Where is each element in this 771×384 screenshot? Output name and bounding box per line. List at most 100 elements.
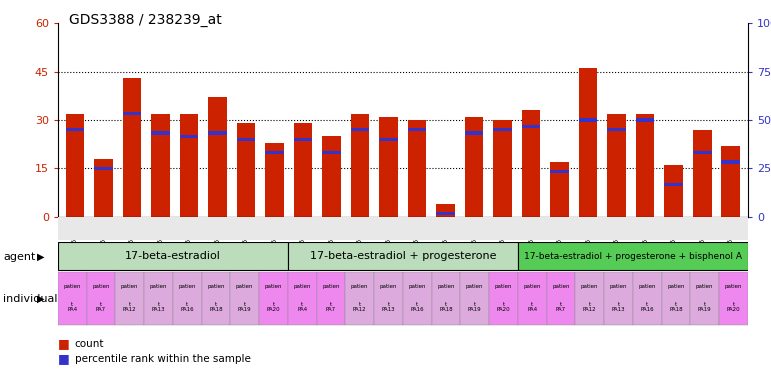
- Text: ▶: ▶: [37, 294, 45, 304]
- FancyBboxPatch shape: [575, 272, 604, 325]
- Bar: [693, 151, 712, 154]
- Bar: [379, 117, 398, 217]
- Bar: [151, 114, 170, 217]
- Bar: [265, 142, 284, 217]
- Text: ■: ■: [58, 353, 69, 366]
- Text: t
PA4: t PA4: [67, 302, 77, 312]
- Bar: [722, 146, 740, 217]
- Text: t
PA13: t PA13: [611, 302, 625, 312]
- Text: t
PA4: t PA4: [527, 302, 537, 312]
- Text: t
PA16: t PA16: [410, 302, 424, 312]
- Text: patien: patien: [380, 284, 397, 289]
- Text: patien: patien: [63, 284, 81, 289]
- Text: individual: individual: [3, 294, 58, 304]
- Text: percentile rank within the sample: percentile rank within the sample: [75, 354, 251, 364]
- FancyBboxPatch shape: [231, 272, 259, 325]
- FancyBboxPatch shape: [662, 272, 690, 325]
- Bar: [550, 170, 569, 173]
- Bar: [379, 138, 398, 141]
- FancyBboxPatch shape: [460, 272, 489, 325]
- Bar: [436, 212, 455, 215]
- Text: patien: patien: [581, 284, 598, 289]
- Text: patien: patien: [610, 284, 628, 289]
- FancyBboxPatch shape: [345, 272, 374, 325]
- FancyBboxPatch shape: [518, 272, 547, 325]
- Text: t
PA18: t PA18: [209, 302, 223, 312]
- Text: t
PA18: t PA18: [439, 302, 453, 312]
- Text: 17-beta-estradiol: 17-beta-estradiol: [125, 251, 221, 262]
- Bar: [123, 78, 141, 217]
- Text: t
PA4: t PA4: [297, 302, 308, 312]
- Bar: [208, 98, 227, 217]
- Text: t
PA7: t PA7: [326, 302, 336, 312]
- FancyBboxPatch shape: [259, 272, 288, 325]
- Text: patien: patien: [121, 284, 139, 289]
- Bar: [294, 123, 312, 217]
- Text: patien: patien: [552, 284, 570, 289]
- Bar: [294, 138, 312, 141]
- Bar: [265, 151, 284, 154]
- Bar: [465, 131, 483, 134]
- FancyBboxPatch shape: [432, 272, 460, 325]
- Text: t
PA19: t PA19: [468, 302, 482, 312]
- Text: patien: patien: [150, 284, 167, 289]
- FancyBboxPatch shape: [518, 243, 748, 270]
- Text: t
PA12: t PA12: [353, 302, 366, 312]
- Bar: [351, 114, 369, 217]
- Bar: [408, 120, 426, 217]
- Text: patien: patien: [351, 284, 369, 289]
- Bar: [180, 114, 198, 217]
- Bar: [123, 112, 141, 115]
- Text: patien: patien: [294, 284, 311, 289]
- FancyBboxPatch shape: [58, 243, 288, 270]
- Text: t
PA13: t PA13: [152, 302, 165, 312]
- FancyBboxPatch shape: [489, 272, 518, 325]
- Text: t
PA16: t PA16: [641, 302, 654, 312]
- Bar: [408, 128, 426, 131]
- Text: patien: patien: [638, 284, 656, 289]
- Bar: [94, 167, 113, 170]
- Text: patien: patien: [725, 284, 742, 289]
- Text: agent: agent: [3, 252, 35, 262]
- Bar: [665, 183, 683, 186]
- Bar: [66, 114, 84, 217]
- Text: GDS3388 / 238239_at: GDS3388 / 238239_at: [69, 13, 222, 27]
- FancyBboxPatch shape: [547, 272, 575, 325]
- Bar: [208, 131, 227, 134]
- Bar: [493, 120, 512, 217]
- Bar: [322, 136, 341, 217]
- Bar: [351, 128, 369, 131]
- Text: 17-beta-estradiol + progesterone: 17-beta-estradiol + progesterone: [310, 251, 496, 262]
- FancyBboxPatch shape: [690, 272, 719, 325]
- FancyBboxPatch shape: [58, 217, 748, 240]
- Text: count: count: [75, 339, 104, 349]
- Text: t
PA19: t PA19: [698, 302, 712, 312]
- Bar: [579, 118, 598, 122]
- Bar: [608, 128, 626, 131]
- Bar: [66, 128, 84, 131]
- Text: ▶: ▶: [37, 252, 45, 262]
- Text: t
PA12: t PA12: [583, 302, 597, 312]
- FancyBboxPatch shape: [116, 272, 144, 325]
- FancyBboxPatch shape: [402, 272, 432, 325]
- Text: t
PA13: t PA13: [382, 302, 396, 312]
- Text: t
PA20: t PA20: [267, 302, 281, 312]
- Bar: [180, 134, 198, 138]
- Text: patien: patien: [322, 284, 340, 289]
- FancyBboxPatch shape: [604, 272, 633, 325]
- Text: t
PA19: t PA19: [238, 302, 251, 312]
- Bar: [493, 128, 512, 131]
- Bar: [522, 110, 540, 217]
- Bar: [722, 161, 740, 164]
- Text: t
PA12: t PA12: [123, 302, 136, 312]
- Bar: [237, 123, 255, 217]
- Text: t
PA20: t PA20: [497, 302, 510, 312]
- Text: patien: patien: [696, 284, 713, 289]
- FancyBboxPatch shape: [173, 272, 201, 325]
- Text: patien: patien: [264, 284, 282, 289]
- Bar: [237, 138, 255, 141]
- FancyBboxPatch shape: [374, 272, 402, 325]
- Bar: [579, 68, 598, 217]
- Text: t
PA7: t PA7: [556, 302, 566, 312]
- Text: patien: patien: [93, 284, 109, 289]
